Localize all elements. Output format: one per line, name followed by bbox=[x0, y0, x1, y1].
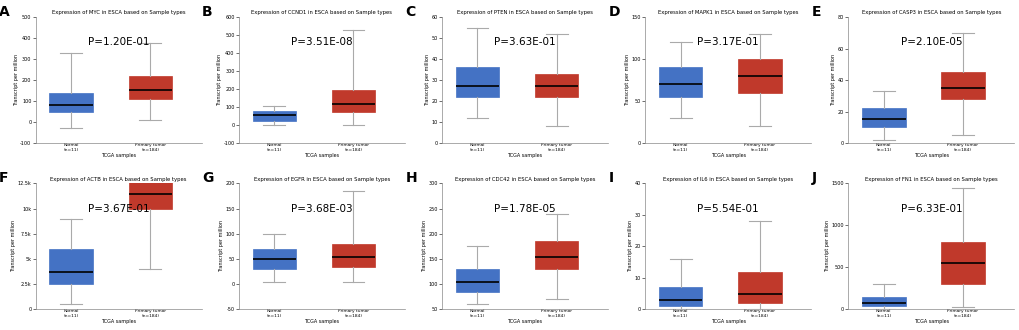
PathPatch shape bbox=[253, 111, 296, 120]
X-axis label: TCGA samples: TCGA samples bbox=[913, 153, 948, 158]
Title: Expression of EGFR in ESCA based on Sample types: Expression of EGFR in ESCA based on Samp… bbox=[254, 177, 389, 182]
Title: Expression of MYC in ESCA based on Sample types: Expression of MYC in ESCA based on Sampl… bbox=[52, 10, 185, 15]
X-axis label: TCGA samples: TCGA samples bbox=[304, 319, 339, 324]
Text: G: G bbox=[202, 171, 213, 185]
Text: P=3.17E-01: P=3.17E-01 bbox=[697, 37, 758, 47]
Text: F: F bbox=[0, 171, 8, 185]
Text: P=5.54E-01: P=5.54E-01 bbox=[697, 204, 758, 214]
Text: I: I bbox=[608, 171, 613, 185]
Text: H: H bbox=[405, 171, 417, 185]
X-axis label: TCGA samples: TCGA samples bbox=[710, 153, 745, 158]
PathPatch shape bbox=[738, 272, 781, 303]
Title: Expression of FN1 in ESCA based on Sample types: Expression of FN1 in ESCA based on Sampl… bbox=[864, 177, 997, 182]
PathPatch shape bbox=[455, 269, 498, 292]
Title: Expression of PTEN in ESCA based on Sample types: Expression of PTEN in ESCA based on Samp… bbox=[457, 10, 592, 15]
Text: P=1.78E-05: P=1.78E-05 bbox=[493, 204, 555, 214]
PathPatch shape bbox=[331, 90, 375, 112]
Title: Expression of ACTB in ESCA based on Sample types: Expression of ACTB in ESCA based on Samp… bbox=[50, 177, 186, 182]
Title: Expression of IL6 in ESCA based on Sample types: Expression of IL6 in ESCA based on Sampl… bbox=[662, 177, 793, 182]
PathPatch shape bbox=[941, 72, 983, 99]
Title: Expression of CDC42 in ESCA based on Sample types: Expression of CDC42 in ESCA based on Sam… bbox=[454, 177, 595, 182]
Y-axis label: Transcript per million: Transcript per million bbox=[625, 54, 630, 106]
Y-axis label: Transcript per million: Transcript per million bbox=[425, 54, 430, 106]
Y-axis label: Transcript per million: Transcript per million bbox=[14, 54, 18, 106]
PathPatch shape bbox=[534, 242, 578, 269]
PathPatch shape bbox=[861, 297, 905, 306]
X-axis label: TCGA samples: TCGA samples bbox=[506, 153, 542, 158]
Y-axis label: Transcript per million: Transcript per million bbox=[422, 220, 427, 273]
Title: Expression of CCND1 in ESCA based on Sample types: Expression of CCND1 in ESCA based on Sam… bbox=[251, 10, 392, 15]
PathPatch shape bbox=[331, 244, 375, 267]
PathPatch shape bbox=[658, 68, 702, 97]
X-axis label: TCGA samples: TCGA samples bbox=[304, 153, 339, 158]
Text: D: D bbox=[608, 5, 620, 18]
PathPatch shape bbox=[49, 249, 93, 284]
PathPatch shape bbox=[861, 109, 905, 127]
Text: J: J bbox=[811, 171, 816, 185]
Y-axis label: Transcript per million: Transcript per million bbox=[11, 220, 16, 273]
PathPatch shape bbox=[128, 76, 172, 99]
Y-axis label: Transcript per million: Transcript per million bbox=[628, 220, 633, 273]
X-axis label: TCGA samples: TCGA samples bbox=[710, 319, 745, 324]
Y-axis label: Transcript per million: Transcript per million bbox=[217, 54, 222, 106]
Text: P=2.10E-05: P=2.10E-05 bbox=[900, 37, 961, 47]
Text: P=3.68E-03: P=3.68E-03 bbox=[290, 204, 353, 214]
PathPatch shape bbox=[253, 249, 296, 269]
PathPatch shape bbox=[658, 287, 702, 306]
Text: P=3.67E-01: P=3.67E-01 bbox=[88, 204, 150, 214]
Text: P=1.20E-01: P=1.20E-01 bbox=[88, 37, 149, 47]
X-axis label: TCGA samples: TCGA samples bbox=[913, 319, 948, 324]
PathPatch shape bbox=[941, 242, 983, 284]
Text: A: A bbox=[0, 5, 10, 18]
Y-axis label: Transcript per million: Transcript per million bbox=[830, 54, 836, 106]
Title: Expression of MAPK1 in ESCA based on Sample types: Expression of MAPK1 in ESCA based on Sam… bbox=[657, 10, 798, 15]
Text: C: C bbox=[405, 5, 415, 18]
Text: E: E bbox=[811, 5, 820, 18]
PathPatch shape bbox=[128, 174, 172, 209]
Y-axis label: Transcript per million: Transcript per million bbox=[824, 220, 829, 273]
PathPatch shape bbox=[49, 93, 93, 112]
PathPatch shape bbox=[534, 74, 578, 97]
X-axis label: TCGA samples: TCGA samples bbox=[506, 319, 542, 324]
Text: B: B bbox=[202, 5, 213, 18]
Title: Expression of CASP3 in ESCA based on Sample types: Expression of CASP3 in ESCA based on Sam… bbox=[861, 10, 1000, 15]
Text: P=3.51E-08: P=3.51E-08 bbox=[290, 37, 353, 47]
PathPatch shape bbox=[738, 59, 781, 93]
Text: P=6.33E-01: P=6.33E-01 bbox=[900, 204, 961, 214]
PathPatch shape bbox=[455, 68, 498, 97]
X-axis label: TCGA samples: TCGA samples bbox=[101, 153, 137, 158]
X-axis label: TCGA samples: TCGA samples bbox=[101, 319, 137, 324]
Text: P=3.63E-01: P=3.63E-01 bbox=[493, 37, 555, 47]
Y-axis label: Transcript per million: Transcript per million bbox=[218, 220, 223, 273]
